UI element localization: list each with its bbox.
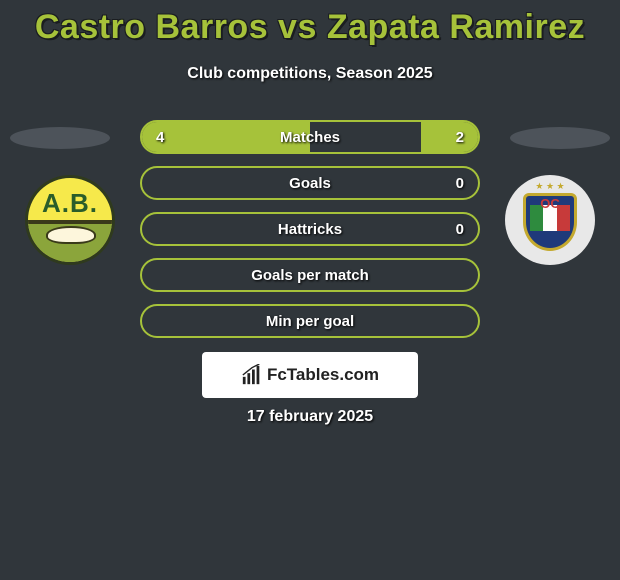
stat-label: Goals — [142, 168, 478, 198]
stat-label: Matches — [142, 122, 478, 152]
badge-shadow-left — [10, 127, 110, 149]
stats-bars: 42Matches 0Goals 0Hattricks Goals per match… — [140, 120, 480, 350]
team-left-badge-text: A.B. — [28, 188, 112, 219]
subtitle: Club competitions, Season 2025 — [0, 65, 620, 83]
branding-box: FcTables.com — [202, 352, 418, 398]
stat-row: 0Hattricks — [140, 212, 480, 246]
stat-label: Min per goal — [142, 306, 478, 336]
stat-label: Goals per match — [142, 260, 478, 290]
branding-text: FcTables.com — [267, 365, 379, 385]
team-left-badge: A.B. — [25, 175, 115, 265]
team-right-badge: ★ ★ ★ OC — [505, 175, 595, 265]
stat-label: Hattricks — [142, 214, 478, 244]
badge-shadow-right — [510, 127, 610, 149]
stat-row: 0Goals — [140, 166, 480, 200]
stat-row: Min per goal — [140, 304, 480, 338]
date-line: 17 february 2025 — [0, 408, 620, 426]
stat-row: 42Matches — [140, 120, 480, 154]
stat-row: Goals per match — [140, 258, 480, 292]
star-icon: ★ ★ ★ — [505, 181, 595, 192]
chart-icon — [241, 364, 263, 386]
team-right-badge-text: OC — [505, 196, 595, 211]
page-title: Castro Barros vs Zapata Ramirez — [0, 0, 620, 47]
